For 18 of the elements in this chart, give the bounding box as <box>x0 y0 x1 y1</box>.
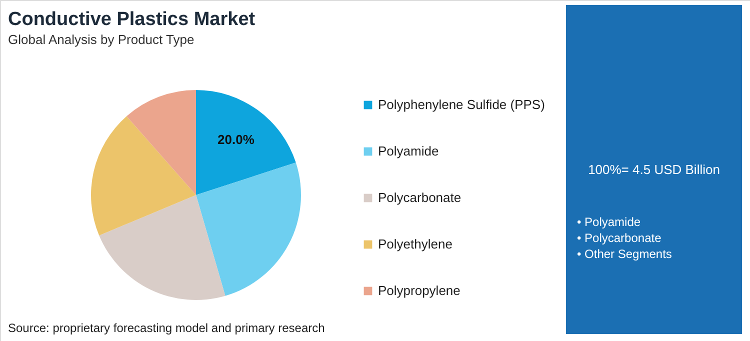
source-note: Source: proprietary forecasting model and primary research <box>8 321 325 335</box>
chart-title: Conductive Plastics Market <box>8 9 256 30</box>
pie-slice <box>126 90 196 195</box>
legend-label: Polyamide <box>378 144 439 158</box>
pie-slice <box>99 195 226 300</box>
data-label: 20.0% <box>218 132 255 147</box>
legend-label: Polycarbonate <box>378 190 462 205</box>
text: • Polycarbonate <box>577 231 662 245</box>
chart-subtitle: Global Analysis by Product Type <box>8 32 194 47</box>
legend-label: Polypropylene <box>378 283 460 298</box>
legend-label: Polyphenylene Sulfide (PPS) <box>378 97 545 112</box>
text: • Other Segments <box>577 247 672 261</box>
pie-slice <box>196 90 296 195</box>
text: 100%= 4.5 USD Billion <box>588 162 720 177</box>
text: • Polyamide <box>577 215 641 229</box>
legend-label: Polyethylene <box>378 236 452 252</box>
pie-slice <box>91 116 196 236</box>
pie-slice <box>196 162 301 296</box>
